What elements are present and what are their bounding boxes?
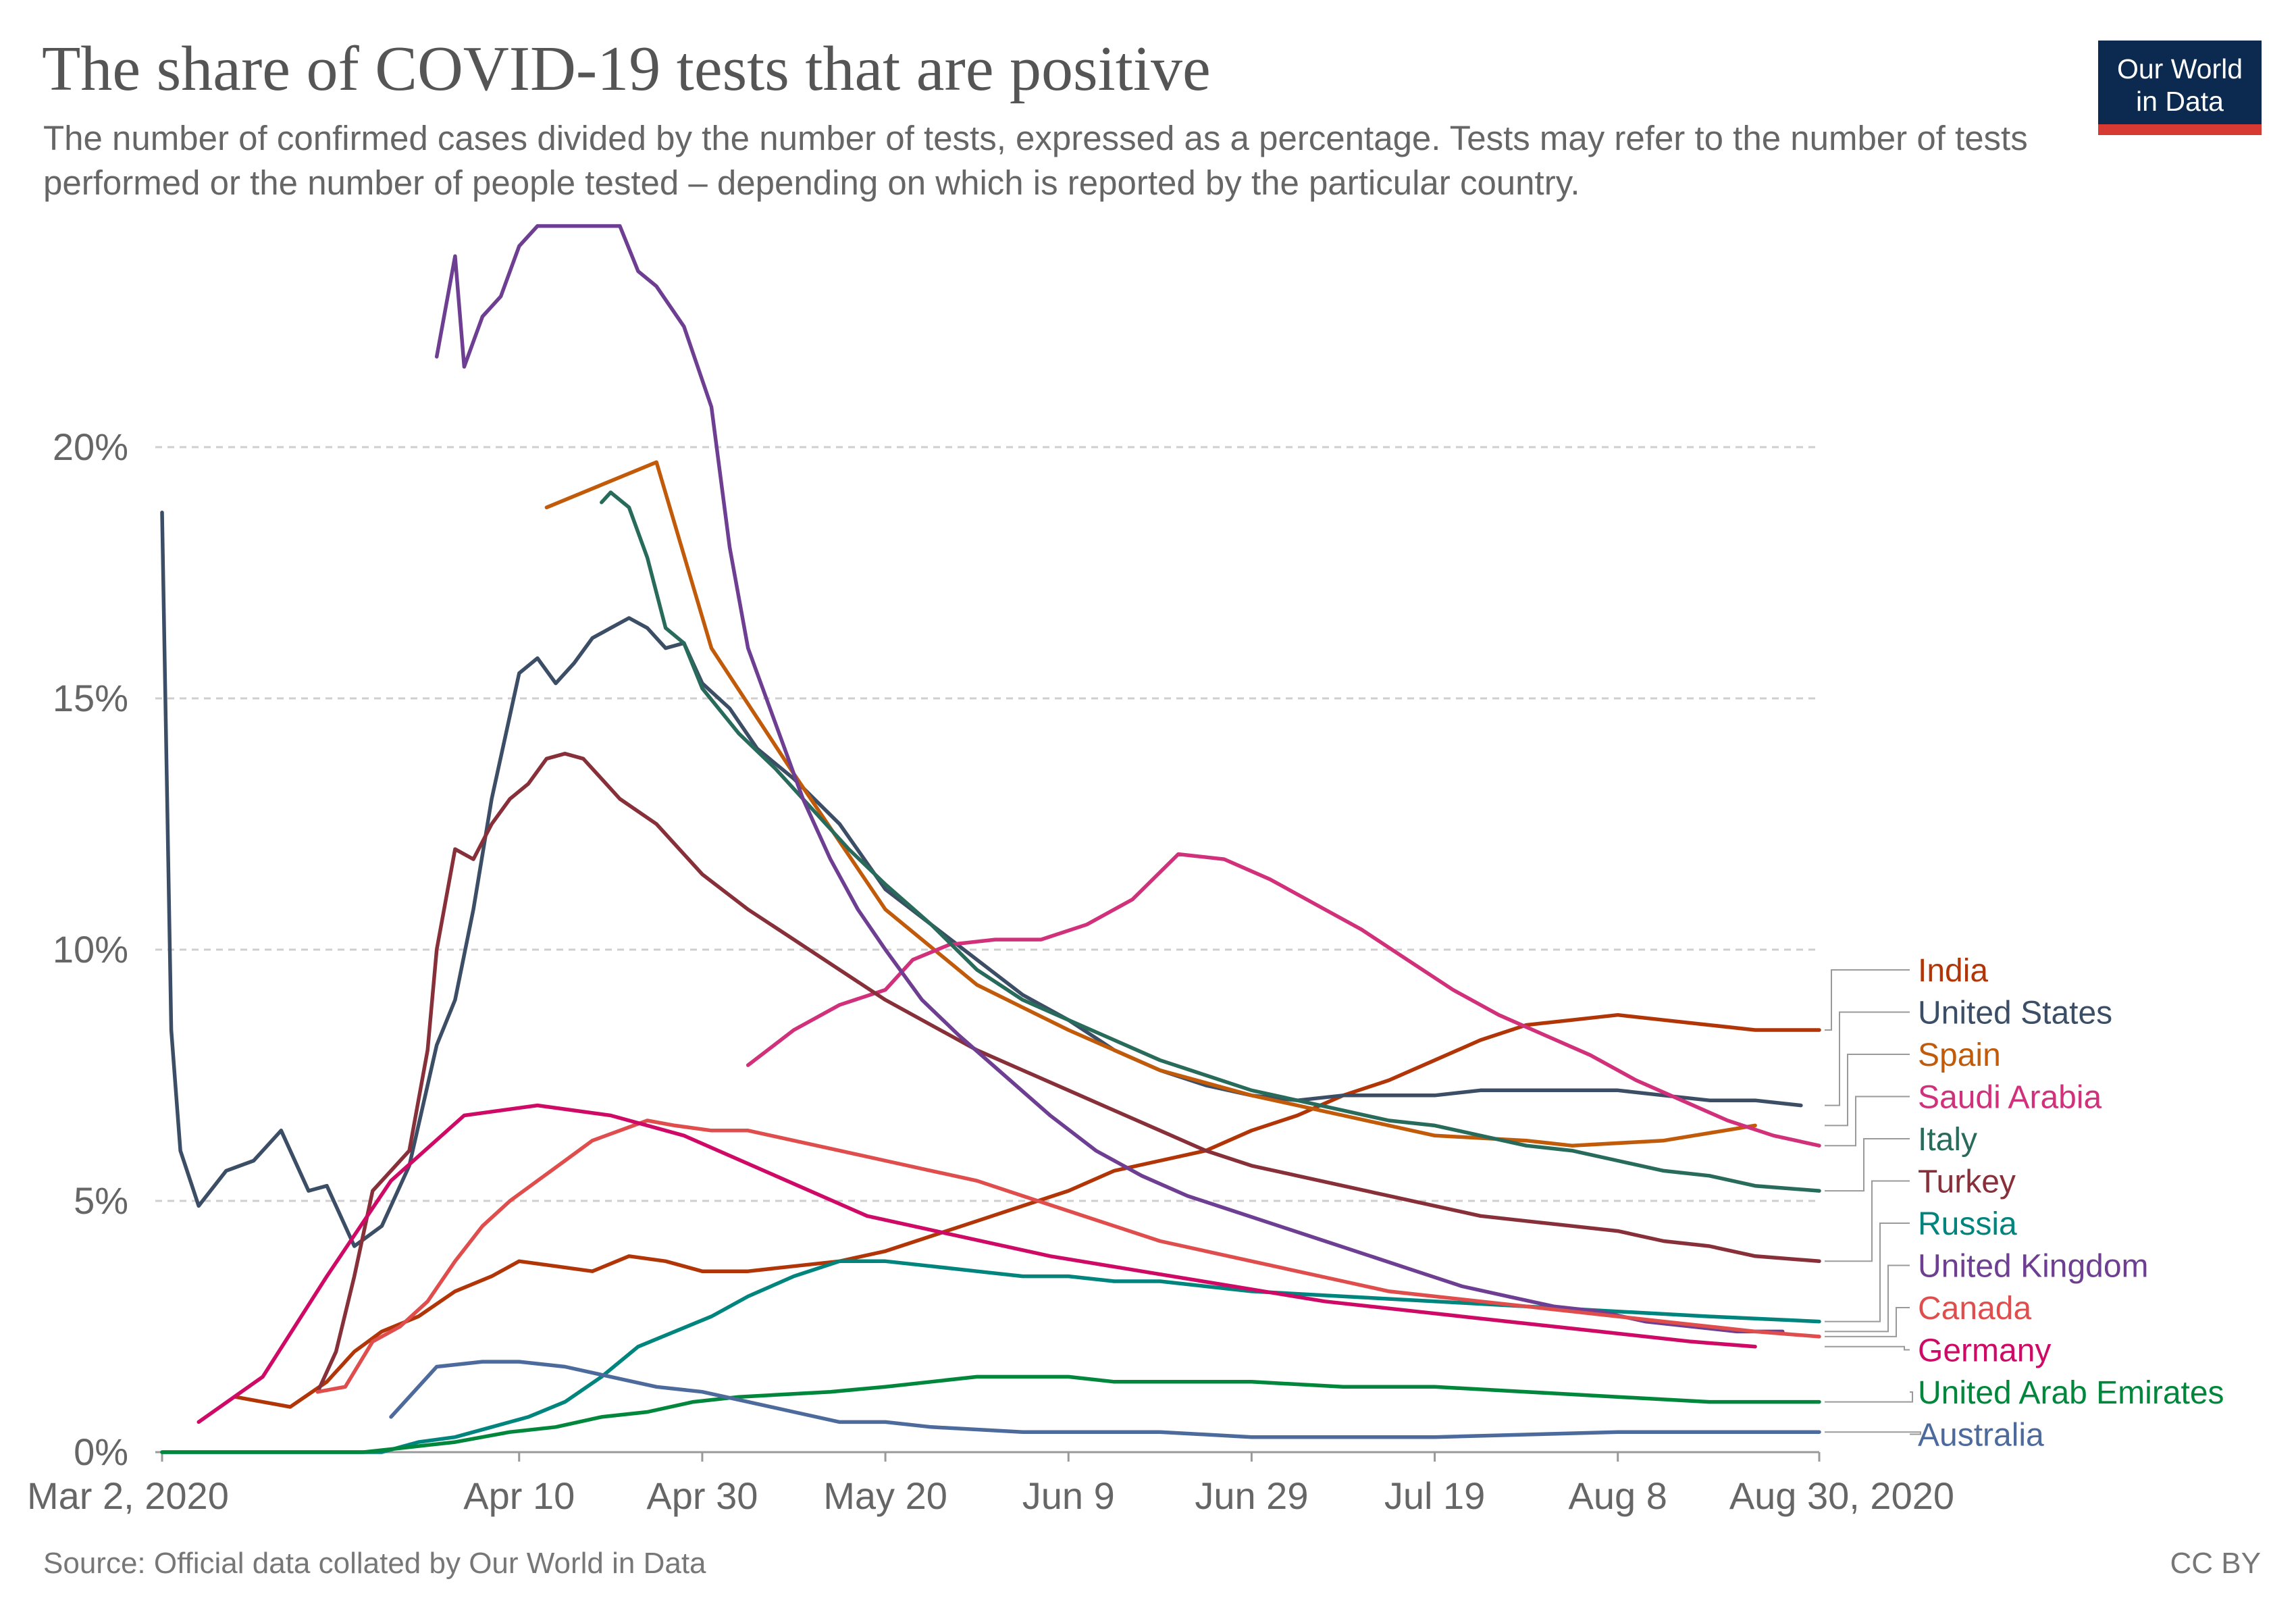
legend-label[interactable]: Saudi Arabia [1918,1080,2102,1116]
series-line[interactable] [160,1374,1821,1454]
series-line[interactable] [746,852,1821,1148]
legend-connector [1825,1138,1910,1192]
legend-label[interactable]: United Arab Emirates [1918,1375,2224,1411]
series-line[interactable] [389,1360,1821,1439]
x-tick-label: Apr 10 [463,1474,575,1517]
series-line[interactable] [600,490,1821,1193]
y-tick-label: 15% [53,677,128,719]
legend-connector [1825,969,1910,1031]
legend-connector [1825,1011,1910,1106]
series-line[interactable] [315,752,1821,1394]
legend-label[interactable]: Australia [1918,1418,2044,1453]
source-note: Source: Official data collated by Our Wo… [43,1547,706,1580]
owid-logo[interactable]: Our World in Data [2098,41,2262,135]
legend-connector [1825,1431,1921,1435]
legend-connector [1825,1096,1910,1147]
series-line[interactable] [434,224,1785,1334]
legend-label[interactable]: Canada [1918,1291,2031,1327]
legend-connector [1825,1391,1913,1403]
legend-connector [1825,1264,1910,1333]
x-tick-label: Jun 9 [1022,1474,1115,1517]
chart-title: The share of COVID-19 tests that are pos… [42,34,1211,104]
legend-label[interactable]: India [1918,953,1988,989]
legend-label[interactable]: United Kingdom [1918,1249,2149,1285]
axes: 0% 5% 10% 15% 20% Mar 2, 2020 Apr 10 Apr 30 May … [27,426,1954,1517]
x-tick-label: May 20 [823,1474,947,1517]
series-line[interactable] [315,1118,1821,1394]
x-tick-label: Mar 2, 2020 [27,1474,229,1517]
series-line[interactable] [544,460,1757,1148]
x-tick-label: Apr 30 [646,1474,758,1517]
y-tick-label: 10% [53,928,128,971]
legend-label[interactable]: Russia [1918,1206,2017,1242]
x-tick-label: Jun 29 [1195,1474,1308,1517]
x-tick-label: Aug 8 [1569,1474,1667,1517]
series-line[interactable] [160,510,1803,1248]
chart-subtitle: The number of confirmed cases divided by… [43,119,2028,202]
y-tick-label: 5% [74,1179,128,1222]
logo-line-1: Our World [2116,53,2243,84]
gridlines [155,446,1819,1202]
series-line[interactable] [160,1259,1821,1454]
legend-label[interactable]: Turkey [1918,1164,2016,1200]
legend-connector [1825,1307,1910,1337]
y-tick-label: 20% [53,426,128,468]
series-lines [160,224,1821,1454]
legend-label[interactable]: Italy [1918,1122,1977,1158]
legend-label[interactable]: Germany [1918,1333,2051,1369]
legend-connector [1825,1223,1910,1322]
legend-connector [1825,1345,1910,1351]
x-tick-label: Jul 19 [1384,1474,1485,1517]
x-tick-label: Aug 30, 2020 [1729,1474,1954,1517]
legend-connector [1825,1180,1910,1262]
series-line[interactable] [233,1012,1821,1409]
license-link[interactable]: CC BY [2170,1547,2261,1580]
legend-label[interactable]: United States [1918,996,2112,1031]
legend: India United States Spain Saudi Arabia Italy… [1825,953,2224,1453]
legend-connector [1825,1054,1910,1127]
legend-label[interactable]: Spain [1918,1037,2001,1073]
y-tick-label: 0% [74,1431,128,1473]
logo-line-2: in Data [2136,86,2224,117]
series-line[interactable] [197,1103,1757,1424]
